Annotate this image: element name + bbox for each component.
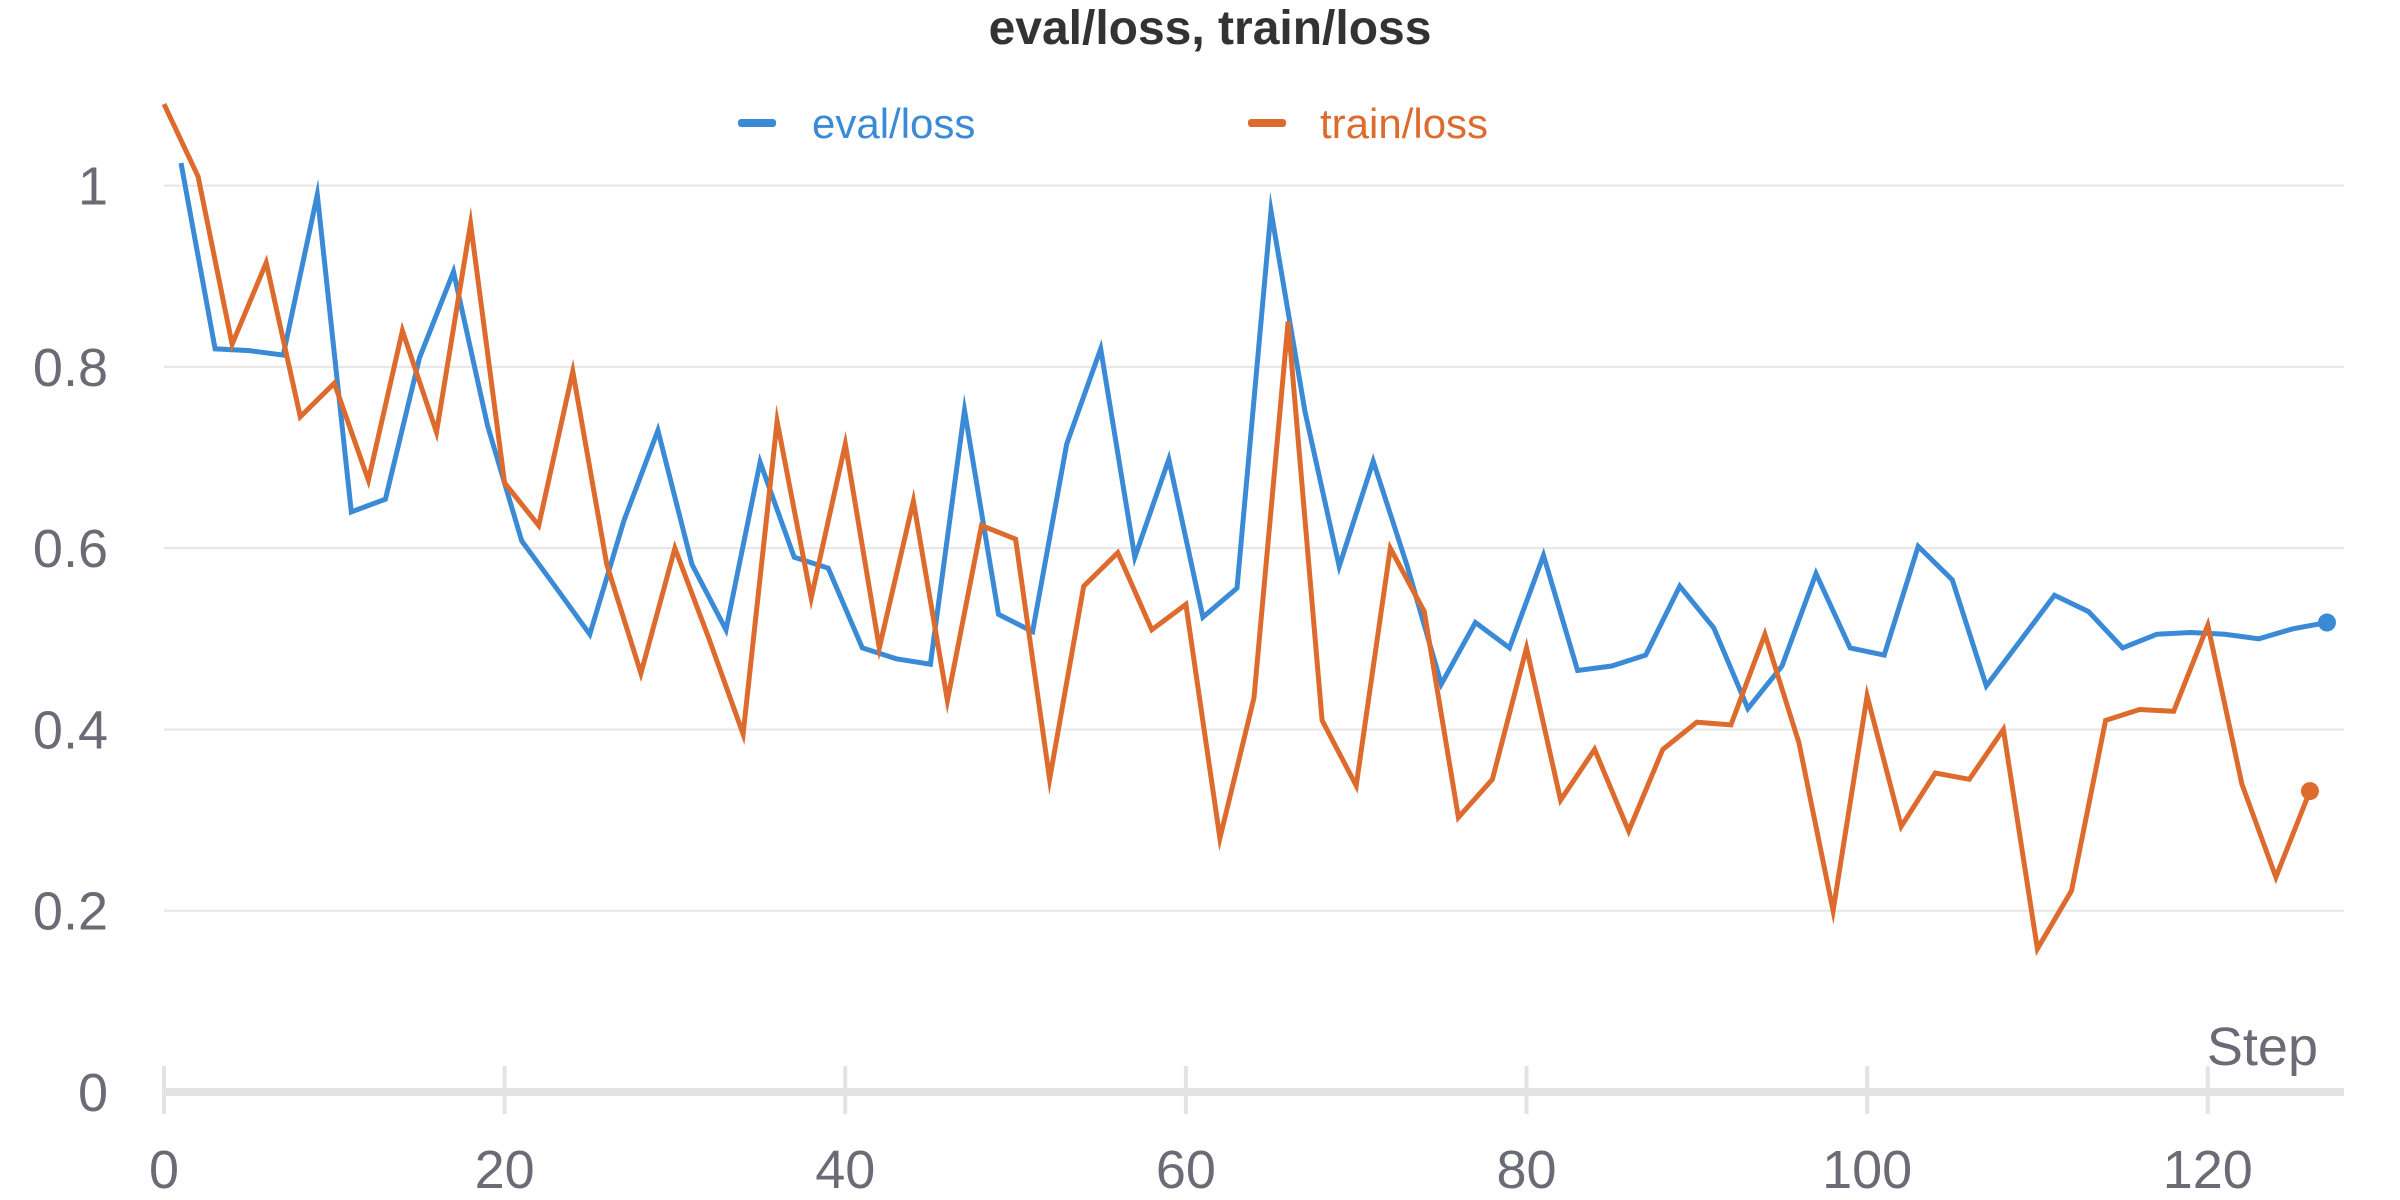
y-axis: 0 0.2 0.4 0.6 0.8 1	[33, 157, 108, 1123]
legend-label-train-loss: train/loss	[1320, 100, 1488, 147]
legend-swatch-eval-loss	[738, 119, 776, 127]
y-tick-label: 0.8	[33, 338, 108, 398]
series-layer	[161, 103, 2336, 957]
legend: eval/loss train/loss	[738, 100, 1488, 147]
y-tick-label: 0.6	[33, 519, 108, 579]
y-tick-label: 1	[78, 157, 108, 217]
series-end-point-train-loss[interactable]	[2300, 782, 2319, 801]
x-tick-label: 80	[1496, 1140, 1556, 1200]
x-axis-label: Step	[2207, 1017, 2318, 1077]
x-tick-label: 0	[149, 1140, 179, 1200]
y-tick-label: 0.2	[33, 882, 108, 942]
series-end-point-eval-loss[interactable]	[2317, 613, 2336, 632]
y-tick-label: 0	[78, 1063, 108, 1123]
x-tick-label: 40	[815, 1140, 875, 1200]
series-line-eval-loss[interactable]	[178, 162, 2328, 714]
legend-item-eval-loss[interactable]: eval/loss	[738, 100, 975, 147]
legend-swatch-train-loss	[1248, 119, 1286, 127]
legend-label-eval-loss: eval/loss	[812, 100, 975, 147]
x-tick-label: 100	[1822, 1140, 1912, 1200]
series-line-train-loss[interactable]	[161, 103, 2313, 957]
x-axis: 0 20 40 60 80 100 120	[149, 1066, 2344, 1200]
legend-item-train-loss[interactable]: train/loss	[1248, 100, 1488, 147]
chart-title: eval/loss, train/loss	[989, 2, 1432, 55]
x-tick-label: 120	[2163, 1140, 2253, 1200]
x-tick-label: 60	[1156, 1140, 1216, 1200]
y-tick-label: 0.4	[33, 700, 108, 760]
x-tick-label: 20	[475, 1140, 535, 1200]
